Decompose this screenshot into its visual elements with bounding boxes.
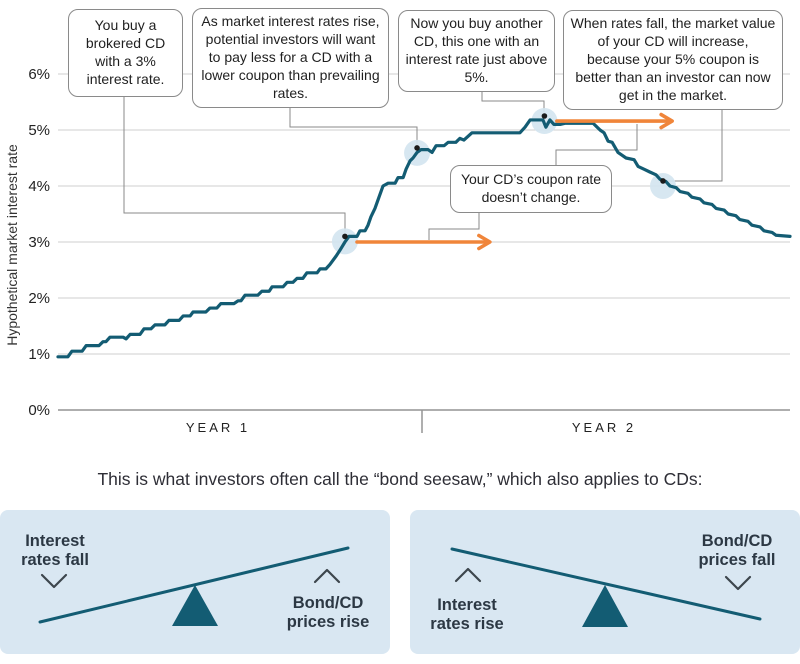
callout-connector	[428, 213, 480, 240]
callout-coupon-unchanged: Your CD’s coupon rate doesn’t change.	[450, 165, 612, 213]
callout-text: Your CD’s coupon rate doesn’t change.	[460, 171, 602, 205]
rate-chart: 0% 1% 2% 3% 4% 5% 6%	[28, 66, 792, 433]
callout-connector	[123, 97, 346, 232]
coupon-arrow-head	[659, 112, 674, 130]
callout-rates-fall: When rates fall, the market value of you…	[563, 10, 783, 110]
marker-dot	[414, 145, 420, 151]
y-tick-label: 6%	[28, 66, 50, 83]
y-tick-label: 3%	[28, 234, 50, 251]
chevron-up-icon	[454, 567, 482, 583]
callout-text: As market interest rates rise, potential…	[201, 13, 380, 101]
callout-text: When rates fall, the market value of you…	[570, 15, 776, 103]
y-tick-label: 4%	[28, 178, 50, 195]
x-axis-label-year1: YEAR 1	[185, 420, 251, 435]
fulcrum-triangle	[582, 585, 628, 627]
callout-text: You buy a brokered CD with a 3% interest…	[85, 17, 166, 87]
callout-connector	[555, 124, 638, 165]
seesaw-intro-text: This is what investors often call the “b…	[97, 469, 703, 489]
seesaw-graphic-up-right	[38, 546, 350, 626]
marker-dot	[541, 113, 548, 119]
label-bond-cd-prices-rise: Bond/CD prices rise	[286, 594, 370, 632]
callout-connector	[481, 92, 545, 112]
y-tick-label: 2%	[28, 290, 50, 307]
marker-halo	[649, 172, 676, 199]
y-tick-label: 0%	[28, 402, 50, 419]
chevron-down-icon	[724, 575, 752, 591]
marker-dot	[660, 178, 666, 184]
seesaw-panel-rates-fall: Interest rates fall Bond/CD prices rise	[0, 510, 390, 654]
callout-text: Now you buy another CD, this one with an…	[405, 15, 548, 85]
y-axis-title: Hypothetical market interest rate	[4, 144, 20, 346]
interest-rate-line	[56, 118, 792, 359]
callout-rates-rise: As market interest rates rise, potential…	[192, 8, 389, 108]
chevron-up-icon	[313, 568, 341, 584]
callout-connector	[667, 110, 723, 182]
y-tick-label: 1%	[28, 346, 50, 363]
label-bond-cd-prices-fall: Bond/CD prices fall	[698, 532, 776, 570]
y-tick-label: 5%	[28, 122, 50, 139]
chevron-down-icon	[40, 573, 68, 589]
fulcrum-triangle	[172, 585, 218, 626]
seesaw-panel-rates-rise: Bond/CD prices fall Interest rates rise	[410, 510, 800, 654]
label-interest-rates-rise: Interest rates rise	[430, 596, 504, 634]
x-axis-label-year2: YEAR 2	[571, 420, 637, 435]
seesaw-graphic-down-right	[450, 547, 762, 627]
label-interest-rates-fall: Interest rates fall	[21, 532, 89, 570]
coupon-arrow-head	[477, 233, 492, 251]
callout-connector	[289, 108, 418, 144]
callout-buy-second-cd: Now you buy another CD, this one with an…	[398, 10, 555, 92]
callout-buy-first-cd: You buy a brokered CD with a 3% interest…	[68, 9, 183, 97]
marker-dot	[342, 233, 348, 240]
